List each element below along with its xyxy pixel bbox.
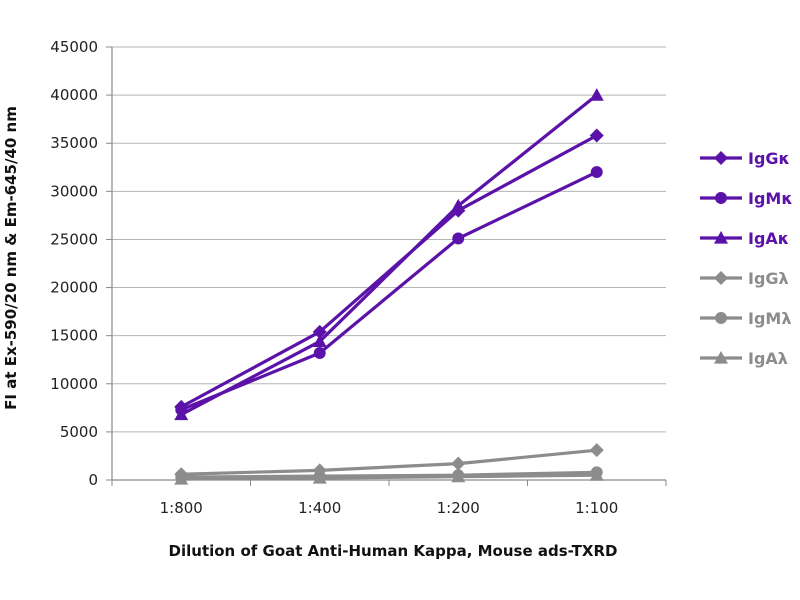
legend-item: IgAλ xyxy=(700,349,788,368)
y-tick-label: 30000 xyxy=(50,182,98,200)
series xyxy=(174,88,604,485)
y-tick-label: 25000 xyxy=(50,230,98,248)
series-6 xyxy=(174,468,604,485)
legend-label: IgAλ xyxy=(748,349,788,368)
data-point xyxy=(589,128,604,143)
y-tick-label: 15000 xyxy=(50,327,98,345)
y-tick-label: 40000 xyxy=(50,86,98,104)
data-point xyxy=(312,324,327,339)
data-point xyxy=(589,468,604,481)
legend-marker xyxy=(715,312,727,324)
data-point xyxy=(589,443,604,458)
legend-marker xyxy=(714,351,728,364)
data-point xyxy=(313,347,326,359)
series-line xyxy=(180,170,598,412)
y-tick-label: 5000 xyxy=(60,423,98,441)
legend-label: IgAκ xyxy=(748,229,789,248)
legend-label: IgGλ xyxy=(748,269,789,288)
data-point xyxy=(451,456,466,471)
series-line xyxy=(180,134,598,409)
gridlines xyxy=(112,46,666,433)
series-2 xyxy=(175,166,603,416)
data-point xyxy=(590,166,603,179)
legend-marker xyxy=(714,271,728,285)
axes xyxy=(106,46,667,486)
y-tick-label: 0 xyxy=(88,471,98,489)
legend-item: IgMλ xyxy=(700,309,791,328)
series-line xyxy=(181,448,597,476)
y-axis-title: FI at Ex-590/20 nm & Em-645/40 nm xyxy=(2,106,20,410)
data-point xyxy=(451,198,466,212)
data-point xyxy=(452,232,465,245)
legend-item: IgGκ xyxy=(700,149,790,168)
series-line xyxy=(180,93,598,416)
legend-label: IgGκ xyxy=(748,149,790,168)
series-line xyxy=(181,470,597,479)
x-axis-title: Dilution of Goat Anti-Human Kappa, Mouse… xyxy=(169,542,618,560)
x-tick-label: 1:200 xyxy=(437,499,480,517)
data-point xyxy=(174,472,189,485)
data-point xyxy=(451,469,466,483)
y-tick-labels: 0 5000 10000 15000 20000 25000 30000 35000 40000… xyxy=(50,38,98,489)
data-point xyxy=(312,471,327,484)
legend-marker xyxy=(715,192,727,204)
legend-item: IgAκ xyxy=(700,229,789,248)
legend: IgGκ IgMκ IgAκ IgGλ IgMλ IgAλ xyxy=(700,149,793,368)
series-1 xyxy=(174,128,604,414)
data-point xyxy=(174,407,189,421)
y-tick-label: 20000 xyxy=(50,279,98,297)
legend-item: IgGλ xyxy=(700,269,789,288)
legend-label: IgMκ xyxy=(748,189,793,208)
legend-marker xyxy=(714,151,728,165)
x-tick-labels: 1:800 1:400 1:200 1:100 xyxy=(160,499,619,517)
x-tick-label: 1:100 xyxy=(575,499,618,517)
series-line xyxy=(181,473,597,481)
data-point xyxy=(589,88,604,101)
legend-marker xyxy=(714,231,728,244)
y-tick-label: 35000 xyxy=(50,134,98,152)
y-tick-label: 45000 xyxy=(50,38,98,56)
x-tick-label: 1:800 xyxy=(160,499,203,517)
x-tick-label: 1:400 xyxy=(298,499,341,517)
y-tick-label: 10000 xyxy=(50,375,98,393)
series-3 xyxy=(174,88,604,421)
legend-label: IgMλ xyxy=(748,309,791,328)
legend-item: IgMκ xyxy=(700,189,793,208)
data-point xyxy=(312,334,327,348)
